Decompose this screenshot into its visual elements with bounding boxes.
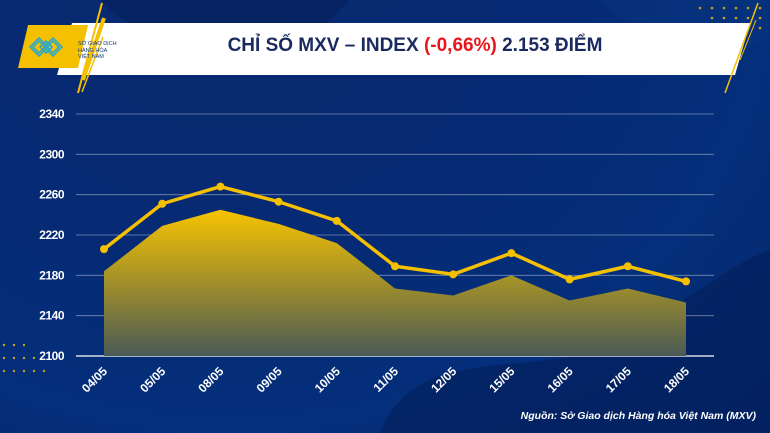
- logo-line: VIỆT NAM: [78, 54, 104, 60]
- x-tick-label: 15/05: [486, 364, 517, 395]
- data-point: [158, 199, 167, 208]
- title-change: (-0,66%): [423, 35, 497, 56]
- x-tick-label: 16/05: [545, 364, 576, 395]
- logo-icon: [28, 36, 64, 58]
- title-value: 2.153 ĐIỂM: [502, 35, 603, 56]
- x-tick-label: 10/05: [312, 364, 343, 395]
- data-point: [565, 275, 574, 284]
- page-title: CHỈ SỐ MXV – INDEX (-0,66%) 2.153 ĐIỂM: [200, 35, 630, 59]
- y-tick-label: 2180: [39, 268, 65, 282]
- x-tick-label: 05/05: [137, 364, 168, 395]
- data-point: [391, 262, 399, 271]
- source-note: Nguồn: Sở Giao dịch Hàng hóa Việt Nam (M…: [520, 410, 756, 422]
- y-tick-label: 2300: [39, 147, 65, 161]
- y-tick-label: 2100: [39, 349, 65, 363]
- logo-background: [18, 25, 88, 68]
- data-point: [682, 277, 690, 286]
- data-point: [274, 197, 283, 206]
- x-tick-label: 11/05: [370, 364, 401, 395]
- area-series: [104, 209, 686, 356]
- y-tick-label: 2340: [39, 107, 65, 121]
- logo-line: SỞ GIAO DỊCH: [78, 41, 117, 47]
- x-tick-label: 08/05: [195, 364, 226, 395]
- title-main: CHỈ SỐ MXV – INDEX: [227, 35, 419, 56]
- y-tick-label: 2260: [39, 188, 65, 202]
- data-point: [449, 270, 458, 279]
- data-point: [216, 182, 225, 191]
- x-tick-label: 09/05: [254, 364, 285, 395]
- y-tick-label: 2140: [39, 309, 65, 323]
- logo-line: HÀNG HÓA: [78, 47, 108, 54]
- title-banner: [18, 2, 759, 94]
- logo-text: SỞ GIAO DỊCH HÀNG HÓA VIỆT NAM: [78, 41, 118, 61]
- data-point: [100, 245, 108, 254]
- x-tick-label: 04/05: [79, 364, 110, 395]
- data-point: [623, 262, 632, 271]
- y-tick-label: 2220: [39, 228, 65, 242]
- x-tick-label: 12/05: [428, 364, 459, 395]
- x-tick-label: 18/05: [661, 364, 692, 395]
- data-point: [332, 216, 341, 225]
- data-point: [507, 249, 516, 258]
- x-tick-label: 17/05: [603, 364, 634, 395]
